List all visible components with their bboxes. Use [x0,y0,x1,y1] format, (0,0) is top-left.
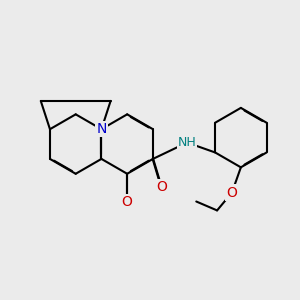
Text: N: N [96,122,106,136]
Text: NH: NH [178,136,196,149]
Text: O: O [226,186,237,200]
Text: O: O [122,195,133,209]
Text: O: O [156,180,167,194]
